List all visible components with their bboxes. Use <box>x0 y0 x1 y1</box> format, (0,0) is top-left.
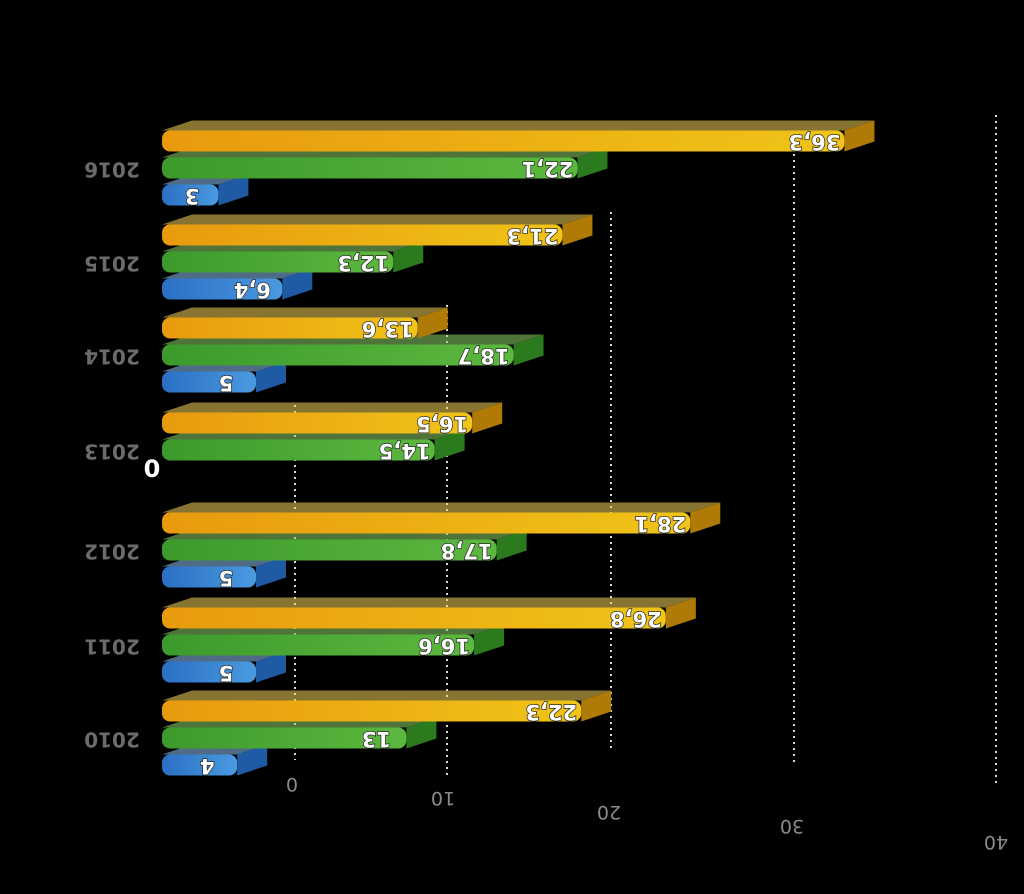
bar-end-cap <box>417 307 448 339</box>
bar-end-cap <box>690 502 721 534</box>
bar-series-3-2012 <box>162 512 691 534</box>
bar-series-2-2015 <box>162 251 394 273</box>
x-tick-label: 40 <box>984 831 1008 853</box>
bar-series-1-2014 <box>162 371 256 393</box>
bar-series-3-2015 <box>162 224 563 246</box>
x-tick-label: 20 <box>597 801 621 823</box>
bar-end-cap <box>393 241 424 273</box>
bar-series-2-2014 <box>162 344 514 366</box>
x-tick-label: 0 <box>286 773 298 795</box>
bar-top-face <box>162 690 612 701</box>
category-label-2013: 2013 <box>84 440 140 464</box>
data-label: 18,7 <box>458 344 510 368</box>
bar-end-cap <box>434 429 465 461</box>
bar-series-3-2013 <box>162 412 473 434</box>
data-label: 22,1 <box>522 157 574 181</box>
data-label: 28,1 <box>634 512 686 536</box>
bar-top-face <box>162 597 696 608</box>
bar-series-1-2012 <box>162 566 256 588</box>
x-tick-label: 10 <box>431 787 455 809</box>
data-label: 22,3 <box>525 700 577 724</box>
bar-end-cap <box>256 556 286 588</box>
category-label-2012: 2012 <box>84 540 140 564</box>
category-label-2016: 2016 <box>84 158 140 182</box>
data-label: 17,8 <box>441 539 493 563</box>
bar-end-cap <box>256 361 286 393</box>
bar-top-face <box>162 502 721 513</box>
data-label: 13 <box>362 727 391 751</box>
bar-series-2-2016 <box>162 157 578 179</box>
bar-series-1-2015 <box>162 278 283 300</box>
data-label: 4 <box>200 754 215 778</box>
data-label: 36,3 <box>789 130 841 154</box>
data-label: 16,5 <box>416 412 468 436</box>
data-label: 13,6 <box>362 317 414 341</box>
bar-end-cap <box>581 690 612 722</box>
bar-end-cap <box>474 624 505 656</box>
bar-end-cap <box>472 402 503 434</box>
bar-end-cap <box>256 651 286 683</box>
data-label: 3 <box>185 184 200 208</box>
bar-series-2-2010 <box>162 727 407 749</box>
bar-top-face <box>162 214 593 225</box>
bar-top-face <box>162 402 503 413</box>
bar-end-cap <box>577 147 608 179</box>
data-label: 12,3 <box>337 251 389 275</box>
data-label: 5 <box>219 371 234 395</box>
bar-series-2-2013 <box>162 439 435 461</box>
bar-end-cap <box>282 268 313 300</box>
bar-series-2-2011 <box>162 634 475 656</box>
bar-series-3-2014 <box>162 317 418 339</box>
bar-end-cap <box>513 334 544 366</box>
bar-top-face <box>162 120 875 131</box>
bar-end-cap <box>665 597 696 629</box>
category-label-2011: 2011 <box>84 635 140 659</box>
data-label: 16,6 <box>418 634 470 658</box>
bar-series-1-2010 <box>162 754 238 776</box>
data-label: 26,8 <box>610 607 662 631</box>
bar-end-cap <box>237 744 268 776</box>
bar-series-3-2016 <box>162 130 845 152</box>
category-label-2014: 2014 <box>84 345 140 369</box>
bar-end-cap <box>496 529 527 561</box>
bar-series-1-2011 <box>162 661 256 683</box>
data-label: 6,4 <box>234 278 271 302</box>
data-label: 5 <box>219 566 234 590</box>
data-label: 5 <box>219 661 234 685</box>
bar-end-cap <box>562 214 593 246</box>
bar-series-1-2016 <box>162 184 219 206</box>
bar-end-cap <box>406 717 437 749</box>
bar-series-3-2011 <box>162 607 666 629</box>
bar-series-3-2010 <box>162 700 582 722</box>
bar-end-cap <box>844 120 875 152</box>
data-label: 14,5 <box>379 439 431 463</box>
category-label-2015: 2015 <box>84 252 140 276</box>
bar-top-face <box>162 307 448 318</box>
x-tick-label: 30 <box>780 815 804 837</box>
data-label: 21,3 <box>507 224 559 248</box>
category-label-2010: 2010 <box>84 728 140 752</box>
bar-end-cap <box>218 174 249 206</box>
bar-series-2-2012 <box>162 539 497 561</box>
data-label: 0 <box>144 455 161 483</box>
